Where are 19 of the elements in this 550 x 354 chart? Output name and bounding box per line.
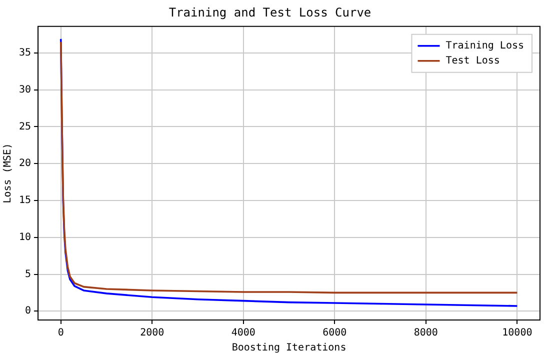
y-tick-label: 25 [18,121,32,132]
x-tick-label: 0 [58,328,64,339]
x-tick-label: 10000 [502,328,532,339]
y-tick-label: 15 [18,195,32,206]
chart-title: Training and Test Loss Curve [168,5,372,20]
y-tick-label: 30 [18,84,32,96]
legend-label: Training Loss [446,40,524,52]
x-tick-label: 6000 [322,328,347,339]
legend-label: Test Loss [446,55,500,66]
y-tick-label: 35 [18,48,32,59]
y-tick-label: 10 [18,232,32,243]
x-axis-title: Boosting Iterations [232,342,346,354]
y-tick-label: 0 [25,306,32,317]
x-tick-label: 8000 [414,328,438,339]
x-tick-label: 2000 [140,328,164,339]
y-tick-label: 20 [18,158,32,170]
x-tick-label: 4000 [231,328,256,339]
y-axis-title: Loss (MSE) [2,143,14,204]
y-tick-label: 5 [25,268,32,280]
